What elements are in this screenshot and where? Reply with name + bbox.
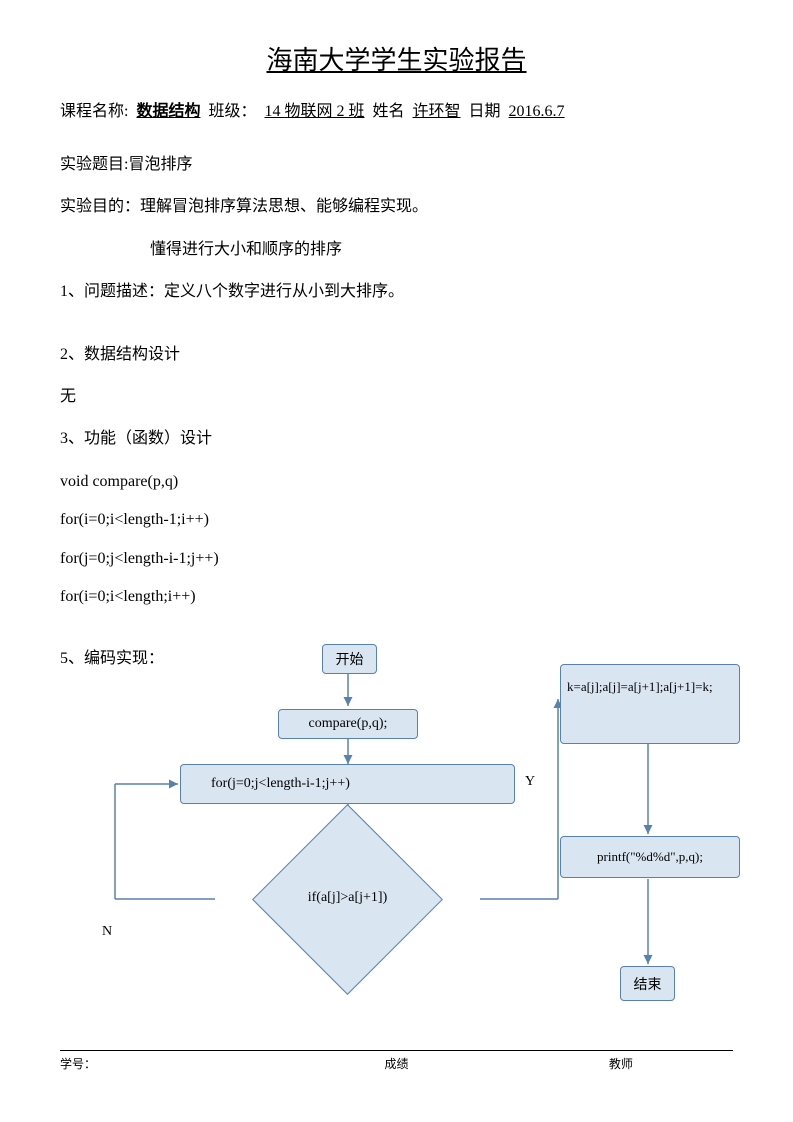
date-value: 2016.6.7 bbox=[505, 103, 569, 121]
node-start: 开始 bbox=[322, 644, 377, 674]
question-2-answer: 无 bbox=[60, 378, 733, 416]
name-label: 姓名 bbox=[373, 97, 405, 121]
node-swap: k=a[j];a[j]=a[j+1];a[j+1]=k; bbox=[560, 664, 740, 744]
footer: 学号： 成绩 教师 bbox=[60, 1050, 733, 1072]
purpose-1: 实验目的：理解冒泡排序算法思想、能够编程实现。 bbox=[60, 188, 733, 226]
class-label: 班级： bbox=[208, 97, 256, 121]
question-1: 1、问题描述：定义八个数字进行从小到大排序。 bbox=[60, 273, 733, 311]
label-no: N bbox=[102, 924, 112, 940]
flowchart-title: 5、编码实现： bbox=[60, 644, 164, 668]
flowchart: 5、编码实现： 开始 compare(p,q); for(j=0;j<lengt… bbox=[60, 644, 733, 1044]
node-end: 结束 bbox=[620, 966, 675, 1001]
purpose-2: 懂得进行大小和顺序的排序 bbox=[60, 231, 733, 269]
node-forloop: for(j=0;j<length-i-1;j++) bbox=[180, 764, 515, 804]
node-condition bbox=[252, 804, 443, 995]
page-title: 海南大学学生实验报告 bbox=[60, 40, 733, 77]
footer-teacher: 教师 bbox=[509, 1055, 733, 1072]
footer-sid: 学号： bbox=[60, 1055, 284, 1072]
label-yes: Y bbox=[525, 774, 535, 790]
name-value: 许环智 bbox=[409, 97, 465, 121]
date-label: 日期 bbox=[469, 97, 501, 121]
course-label: 课程名称: bbox=[60, 97, 128, 121]
node-compare: compare(p,q); bbox=[278, 709, 418, 739]
code-1: void compare(p,q) bbox=[60, 463, 733, 501]
info-line: 课程名称: 数据结构 班级： 14 物联网 2 班 姓名 许环智 日期 2016… bbox=[60, 97, 733, 121]
footer-grade: 成绩 bbox=[284, 1055, 508, 1072]
class-value: 14 物联网 2 班 bbox=[260, 97, 368, 121]
question-2: 2、数据结构设计 bbox=[60, 336, 733, 374]
node-printf: printf("%d%d",p,q); bbox=[560, 836, 740, 878]
course-value: 数据结构 bbox=[132, 97, 204, 121]
code-3: for(j=0;j<length-i-1;j++) bbox=[60, 540, 733, 578]
question-3: 3、功能（函数）设计 bbox=[60, 420, 733, 458]
code-4: for(i=0;i<length;i++) bbox=[60, 578, 733, 616]
code-2: for(i=0;i<length-1;i++) bbox=[60, 501, 733, 539]
topic: 实验题目:冒泡排序 bbox=[60, 146, 733, 184]
